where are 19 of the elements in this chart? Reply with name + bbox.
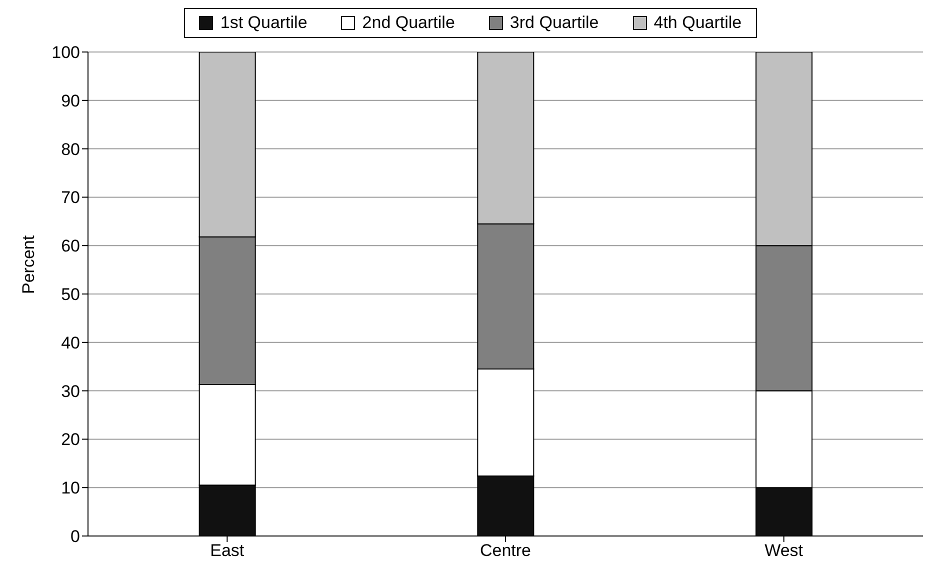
y-tick-label: 40 [61, 333, 80, 352]
x-tick-label: West [764, 541, 804, 560]
y-tick-label: 0 [70, 527, 80, 546]
legend-label: 1st Quartile [219, 13, 308, 33]
x-tick-label: East [210, 541, 244, 560]
x-tick-label: Centre [480, 541, 532, 560]
legend-label: 2nd Quartile [361, 13, 455, 33]
y-tick-label: 60 [61, 236, 80, 256]
legend-label: 4th Quartile [652, 13, 742, 33]
y-tick-label: 10 [61, 478, 80, 498]
y-tick-label: 90 [61, 91, 80, 110]
y-tick-label: 70 [61, 188, 80, 208]
y-tick-label: 80 [61, 140, 80, 159]
legend-label: 3rd Quartile [508, 13, 599, 33]
y-axis-title: Percent [19, 235, 38, 294]
y-tick-label: 30 [61, 382, 80, 401]
y-tick-label: 50 [61, 285, 80, 304]
y-tick-label: 100 [52, 43, 80, 62]
y-tick-label: 20 [61, 430, 80, 450]
